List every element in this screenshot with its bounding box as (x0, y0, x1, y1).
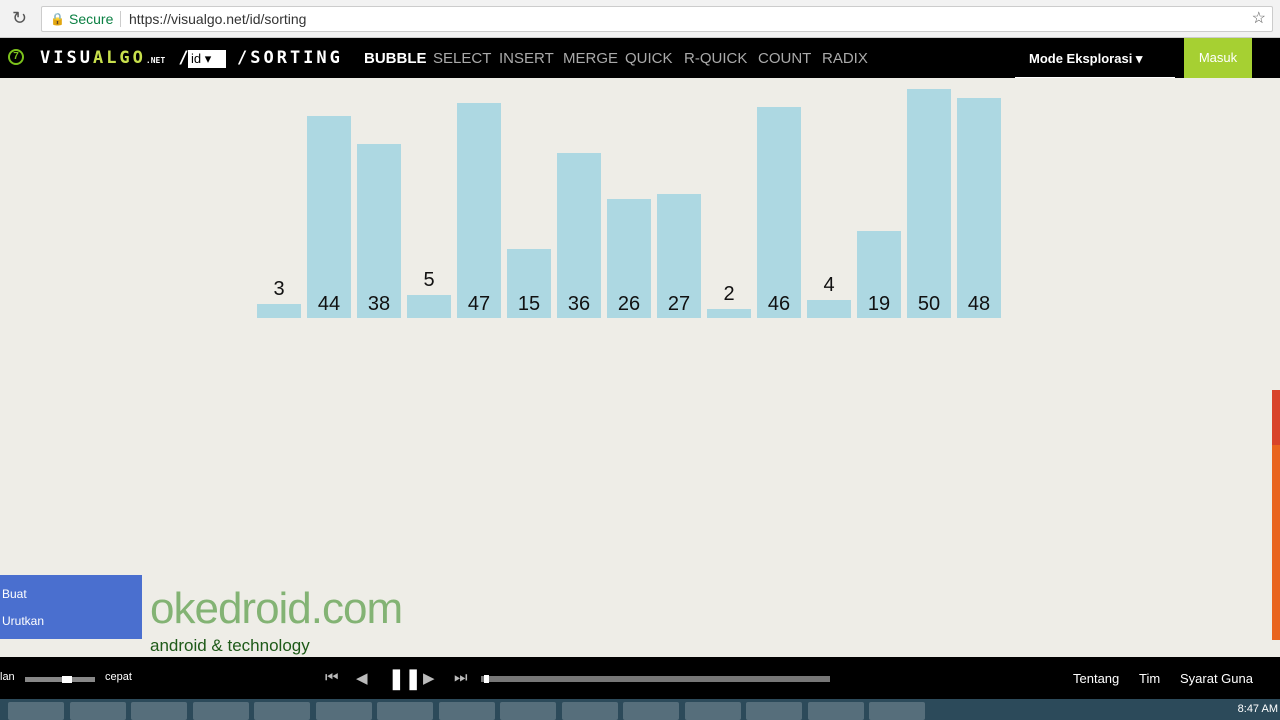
step-back-icon[interactable]: ◀ (356, 670, 368, 687)
algo-tab-r-quick[interactable]: R-QUICK (684, 50, 748, 67)
bar-value-label: 2 (723, 283, 735, 305)
pause-icon[interactable]: ❚❚ (388, 668, 422, 690)
skip-start-icon[interactable]: ⏮ (325, 669, 339, 686)
array-bar (707, 309, 751, 318)
step-forward-icon[interactable]: ▶ (423, 670, 435, 687)
bar-value-label: 46 (767, 293, 791, 315)
page-title: /SORTING (237, 48, 343, 68)
taskbar-app-icon[interactable] (746, 702, 802, 720)
array-bar (257, 304, 301, 318)
watermark-tagline: android & technology (150, 636, 310, 655)
bar-value-label: 27 (667, 293, 691, 315)
algo-tab-bubble[interactable]: BUBBLE (364, 50, 427, 67)
array-bar (657, 194, 701, 318)
bar-value-label: 50 (917, 293, 941, 315)
playback-bar: lan cepat ⏮ ◀ ❚❚ ▶ ⏭ Tentang Tim Syarat … (0, 657, 1280, 699)
footer-about[interactable]: Tentang (1073, 671, 1120, 686)
bar-value-label: 26 (617, 293, 641, 315)
url-text[interactable]: https://visualgo.net/id/sorting (129, 11, 307, 27)
bar-value-label: 19 (867, 293, 891, 315)
taskbar-app-icon[interactable] (807, 702, 864, 720)
watermark-logo: okedroid.com (150, 584, 403, 633)
top-nav: 7 VISUALGO.NET / id ▾ /SORTING BUBBLE SEL… (0, 38, 1280, 78)
array-bar (407, 295, 451, 318)
footer-terms[interactable]: Syarat Guna (1180, 671, 1253, 686)
algo-tab-insert[interactable]: INSERT (499, 50, 554, 67)
language-value: id (191, 51, 202, 66)
address-bar[interactable]: 🔒 Secure https://visualgo.net/id/sorting… (41, 6, 1273, 32)
array-bar (857, 231, 901, 318)
bar-value-label: 36 (567, 293, 591, 315)
array-bar (757, 107, 801, 318)
lock-icon: 🔒 (50, 12, 65, 26)
bookmark-star-icon[interactable]: ☆ (1251, 10, 1266, 27)
skip-end-icon[interactable]: ⏭ (454, 669, 468, 686)
bar-value-label: 47 (467, 293, 491, 315)
taskbar-app-icon[interactable] (8, 702, 64, 720)
algo-tab-count[interactable]: COUNT (758, 50, 812, 67)
side-tab[interactable] (1272, 390, 1280, 640)
bar-value-label: 3 (273, 278, 285, 300)
clock: 8:47 AM (1237, 703, 1278, 715)
speed-fast-label: cepat (105, 671, 132, 683)
array-bar (907, 89, 951, 318)
mode-label: Mode Eksplorasi (1029, 51, 1133, 66)
taskbar-app-icon[interactable] (561, 702, 618, 720)
bar-value-label: 4 (823, 274, 835, 296)
progress-bar[interactable] (481, 675, 830, 683)
array-bar (807, 300, 851, 318)
algo-tab-radix[interactable]: RADIX (822, 50, 868, 67)
logo[interactable]: VISUALGO.NET / (40, 48, 192, 68)
algo-tab-merge[interactable]: MERGE (563, 50, 619, 67)
action-menu: Buat Urutkan (0, 575, 142, 639)
bar-value-label: 38 (367, 293, 391, 315)
algo-tab-quick[interactable]: QUICK (625, 50, 673, 67)
menu-sort[interactable]: Urutkan (2, 614, 45, 628)
taskbar-app-icon[interactable] (192, 702, 249, 720)
array-bar (507, 249, 551, 318)
bar-value-label: 15 (517, 293, 541, 315)
algo-tab-select[interactable]: SELECT (433, 50, 492, 67)
progress-knob[interactable] (484, 675, 490, 683)
side-tab-top[interactable] (1272, 390, 1280, 445)
array-bar (307, 116, 351, 318)
taskbar-app-icon[interactable] (869, 702, 925, 720)
taskbar-app-icon[interactable] (377, 702, 433, 720)
taskbar-app-icon[interactable] (131, 702, 187, 720)
array-bar (607, 199, 651, 318)
taskbar-app-icon[interactable] (254, 702, 310, 720)
array-bar (557, 153, 601, 318)
language-select[interactable]: id ▾ (188, 50, 226, 68)
windows-taskbar: 8:47 AM (0, 699, 1280, 720)
array-bar (357, 144, 401, 318)
login-button[interactable]: Masuk (1184, 38, 1252, 78)
mode-dropdown[interactable]: Mode Eksplorasi ▾ (1015, 38, 1175, 78)
reload-icon[interactable]: ↻ (12, 8, 28, 28)
browser-toolbar: ↻ 🔒 Secure https://visualgo.net/id/sorti… (0, 0, 1280, 38)
menu-create[interactable]: Buat (2, 587, 27, 601)
logo-icon[interactable]: 7 (8, 49, 24, 65)
bar-value-label: 48 (967, 293, 991, 315)
bar-value-label: 44 (317, 293, 341, 315)
speed-slider[interactable] (25, 676, 95, 683)
footer-team[interactable]: Tim (1139, 671, 1161, 686)
taskbar-app-icon[interactable] (684, 702, 741, 720)
speed-slow-label: lan (0, 671, 15, 683)
taskbar-app-icon[interactable] (500, 702, 556, 720)
array-bar (957, 98, 1001, 318)
array-bar (457, 103, 501, 318)
secure-label: Secure (69, 11, 114, 27)
speed-slider-knob[interactable] (62, 676, 72, 683)
taskbar-app-icon[interactable] (315, 702, 372, 720)
taskbar-app-icon[interactable] (69, 702, 126, 720)
taskbar-app-icon[interactable] (623, 702, 679, 720)
bar-value-label: 5 (423, 269, 435, 291)
taskbar-app-icon[interactable] (438, 702, 495, 720)
divider (120, 11, 121, 27)
